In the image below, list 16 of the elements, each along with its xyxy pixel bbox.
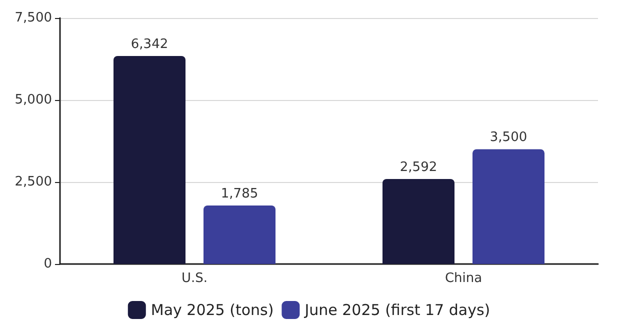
x-tick-label: U.S.: [181, 271, 208, 286]
bar: [114, 56, 186, 264]
y-tick-label: 0: [44, 256, 52, 272]
legend-label: June 2025 (first 17 days): [304, 301, 490, 319]
bar: [472, 149, 544, 264]
x-tick-label: China: [444, 271, 482, 286]
bar: [382, 178, 454, 264]
legend-label: May 2025 (tons): [150, 301, 274, 319]
y-tick-label: 5,000: [14, 92, 52, 108]
data-label: 3,500: [490, 130, 528, 146]
data-label: 6,342: [130, 36, 168, 52]
y-tick-label: 2,500: [14, 174, 52, 190]
data-label: 1,785: [220, 186, 258, 202]
data-label: 2,592: [400, 160, 438, 175]
bar: [204, 205, 276, 264]
y-tick-label: 7,500: [14, 10, 52, 26]
